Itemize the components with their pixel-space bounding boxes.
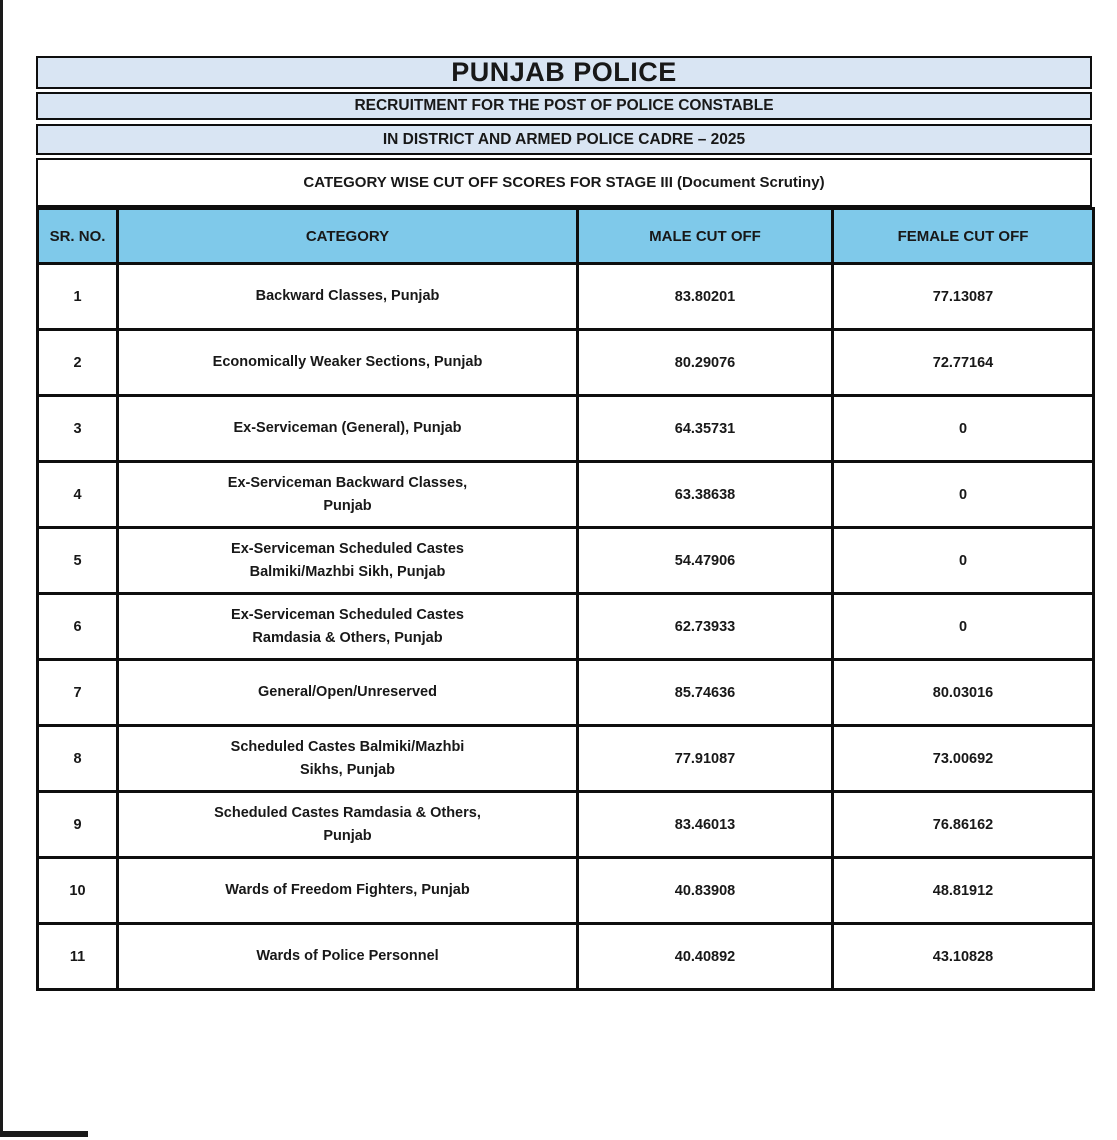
cutoff-notice: PUNJAB POLICE RECRUITMENT FOR THE POST O… [36,56,1095,991]
cell-category: Backward Classes, Punjab [116,262,579,331]
table-row: 3 Ex-Serviceman (General), Punjab 64.357… [36,394,1095,463]
cell-female-cutoff: 76.86162 [831,790,1095,859]
cell-male-cutoff: 40.40892 [576,922,834,991]
cell-category: Wards of Freedom Fighters, Punjab [116,856,579,925]
cell-male-cutoff: 83.46013 [576,790,834,859]
cell-female-cutoff: 72.77164 [831,328,1095,397]
header-category: CATEGORY [116,207,579,265]
doc-subtitle-line2: IN DISTRICT AND ARMED POLICE CADRE – 202… [36,124,1092,155]
cell-male-cutoff: 40.83908 [576,856,834,925]
cell-male-cutoff: 77.91087 [576,724,834,793]
cell-male-cutoff: 64.35731 [576,394,834,463]
cell-sr-no: 8 [36,724,119,793]
cell-female-cutoff: 0 [831,460,1095,529]
doc-subtitle-line1: RECRUITMENT FOR THE POST OF POLICE CONST… [36,92,1092,120]
cell-category: Wards of Police Personnel [116,922,579,991]
cell-female-cutoff: 0 [831,592,1095,661]
cell-category: Ex-Serviceman Scheduled Castes Balmiki/M… [116,526,579,595]
cell-sr-no: 10 [36,856,119,925]
table-row: 7 General/Open/Unreserved 85.74636 80.03… [36,658,1095,727]
table-row: 10 Wards of Freedom Fighters, Punjab 40.… [36,856,1095,925]
table-row: 2 Economically Weaker Sections, Punjab 8… [36,328,1095,397]
cell-sr-no: 4 [36,460,119,529]
cell-male-cutoff: 63.38638 [576,460,834,529]
cell-category: Ex-Serviceman Backward Classes, Punjab [116,460,579,529]
scan-bottom-border-line [0,1131,88,1137]
table-row: 1 Backward Classes, Punjab 83.80201 77.1… [36,262,1095,331]
cell-sr-no: 2 [36,328,119,397]
cell-male-cutoff: 85.74636 [576,658,834,727]
cell-male-cutoff: 54.47906 [576,526,834,595]
cell-sr-no: 7 [36,658,119,727]
cell-sr-no: 11 [36,922,119,991]
table-row: 9 Scheduled Castes Ramdasia & Others, Pu… [36,790,1095,859]
cell-sr-no: 3 [36,394,119,463]
table-row: 11 Wards of Police Personnel 40.40892 43… [36,922,1095,991]
cell-female-cutoff: 80.03016 [831,658,1095,727]
cell-female-cutoff: 43.10828 [831,922,1095,991]
header-male-cutoff: MALE CUT OFF [576,207,834,265]
cell-female-cutoff: 73.00692 [831,724,1095,793]
cell-female-cutoff: 0 [831,394,1095,463]
table-row: 6 Ex-Serviceman Scheduled Castes Ramdasi… [36,592,1095,661]
cell-sr-no: 9 [36,790,119,859]
cell-sr-no: 6 [36,592,119,661]
cutoff-table: SR. NO. CATEGORY MALE CUT OFF FEMALE CUT… [36,207,1095,991]
cell-male-cutoff: 83.80201 [576,262,834,331]
table-row: 4 Ex-Serviceman Backward Classes, Punjab… [36,460,1095,529]
cell-female-cutoff: 77.13087 [831,262,1095,331]
table-row: 8 Scheduled Castes Balmiki/Mazhbi Sikhs,… [36,724,1095,793]
table-row: 5 Ex-Serviceman Scheduled Castes Balmiki… [36,526,1095,595]
cell-category: Ex-Serviceman (General), Punjab [116,394,579,463]
cell-category: General/Open/Unreserved [116,658,579,727]
cell-male-cutoff: 62.73933 [576,592,834,661]
cell-category: Economically Weaker Sections, Punjab [116,328,579,397]
cell-female-cutoff: 0 [831,526,1095,595]
cell-female-cutoff: 48.81912 [831,856,1095,925]
cell-category: Ex-Serviceman Scheduled Castes Ramdasia … [116,592,579,661]
header-female-cutoff: FEMALE CUT OFF [831,207,1095,265]
cell-sr-no: 1 [36,262,119,331]
doc-section-title: CATEGORY WISE CUT OFF SCORES FOR STAGE I… [36,158,1092,207]
cell-category: Scheduled Castes Balmiki/Mazhbi Sikhs, P… [116,724,579,793]
header-sr-no: SR. NO. [36,207,119,265]
cell-sr-no: 5 [36,526,119,595]
table-header-row: SR. NO. CATEGORY MALE CUT OFF FEMALE CUT… [36,207,1095,265]
cell-category: Scheduled Castes Ramdasia & Others, Punj… [116,790,579,859]
cell-male-cutoff: 80.29076 [576,328,834,397]
doc-title: PUNJAB POLICE [36,56,1092,89]
scan-left-border-line [0,0,3,1134]
